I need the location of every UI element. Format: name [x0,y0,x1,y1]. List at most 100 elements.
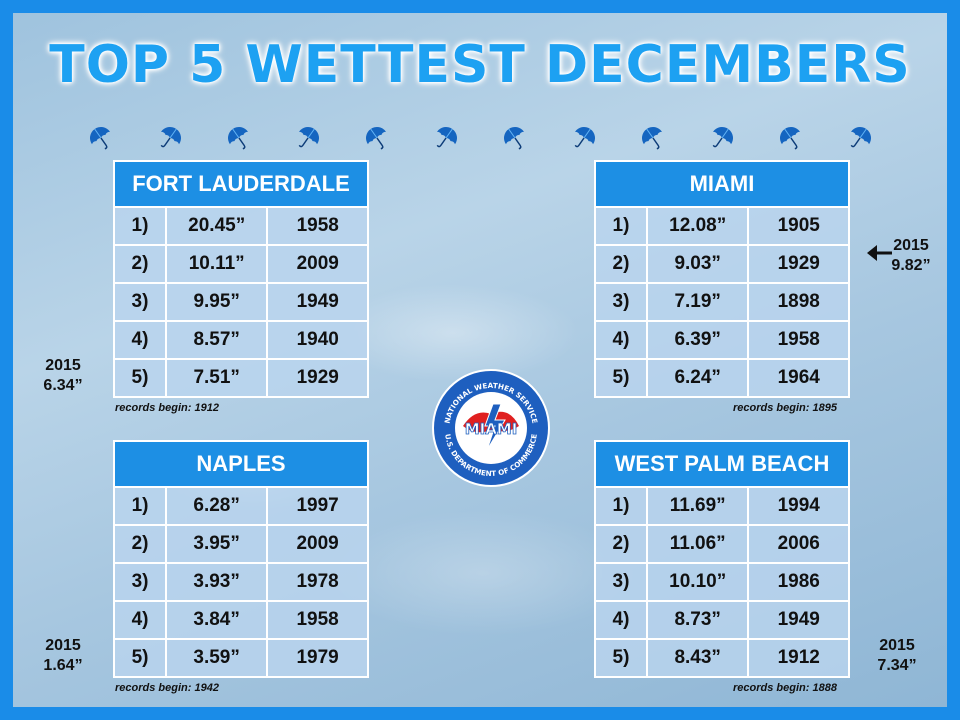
rainfall-cell: 10.11” [164,244,269,284]
year-cell: 1905 [747,206,850,246]
year-cell: 1994 [747,486,850,526]
table-west-palm-beach: WEST PALM BEACH 1) 11.69” 1994 2) 11.06”… [594,440,850,678]
rainfall-cell: 3.84” [165,600,269,640]
year-cell: 1964 [747,358,850,398]
nws-miami-logo: MIAMI NATIONAL WEATHER SERVICE U.S. DEPA… [432,369,550,487]
year-2015-callout: 2015 1.64” [33,636,93,676]
table-row: 5) 3.59” 1979 [112,638,369,678]
umbrella-icon [780,127,801,150]
table-row: 2) 3.95” 2009 [112,524,369,564]
rainfall-cell: 11.69” [645,486,750,526]
year-cell: 2006 [747,524,850,564]
year-cell: 1958 [266,206,369,246]
table-row: 5) 6.24” 1964 [594,358,850,398]
rainfall-cell: 3.59” [165,638,269,678]
page-title: TOP 5 WETTEST DECEMBERS [49,35,911,95]
rainfall-cell: 9.03” [645,244,750,284]
year-2015-label: 2015 [45,637,81,654]
rank-cell: 4) [594,600,648,640]
year-2015-callout: 2015 6.34” [33,356,93,396]
year-cell: 1949 [747,600,850,640]
rank-cell: 5) [113,358,167,398]
table-row: 3) 3.93” 1978 [112,562,369,602]
umbrella-icon [366,127,387,150]
table-row: 4) 8.73” 1949 [594,600,850,640]
year-2015-callout: 2015 9.82” [881,236,941,276]
year-2015-label: 2015 [45,357,81,374]
table-row: 2) 10.11” 2009 [113,244,369,284]
records-note: records begin: 1895 [733,402,837,414]
rank-cell: 3) [113,282,167,322]
table-row: 1) 12.08” 1905 [594,206,850,246]
umbrella-row [88,125,888,159]
rainfall-cell: 8.73” [645,600,750,640]
logo-center-text: MIAMI [465,420,518,438]
rainfall-cell: 3.93” [165,562,269,602]
rank-cell: 1) [594,206,648,246]
year-cell: 1997 [266,486,369,526]
table-row: 5) 7.51” 1929 [113,358,369,398]
table-row: 4) 3.84” 1958 [112,600,369,640]
umbrella-icon [298,127,319,148]
rank-cell: 4) [112,600,168,640]
year-cell: 1929 [266,358,369,398]
umbrella-icon [504,127,525,150]
year-2015-label: 2015 [893,237,929,254]
year-cell: 1958 [266,600,369,640]
rank-cell: 2) [594,524,648,564]
rainfall-cell: 20.45” [164,206,269,246]
rank-cell: 1) [112,486,168,526]
rank-cell: 2) [112,524,168,564]
rainfall-cell: 6.39” [645,320,750,360]
rainfall-cell: 3.95” [165,524,269,564]
rank-cell: 3) [594,562,648,602]
rainfall-cell: 12.08” [645,206,750,246]
rank-cell: 1) [594,486,648,526]
table-row: 3) 7.19” 1898 [594,282,850,322]
rainfall-cell: 6.28” [165,486,269,526]
table-row: 1) 20.45” 1958 [113,206,369,246]
table-row: 3) 9.95” 1949 [113,282,369,322]
year-cell: 2009 [266,244,369,284]
table-row: 5) 8.43” 1912 [594,638,850,678]
table-title: FORT LAUDERDALE [113,160,369,208]
umbrella-icon [712,127,733,148]
rainfall-cell: 8.57” [164,320,269,360]
year-cell: 1949 [266,282,369,322]
arrow-left-icon [867,245,892,261]
rank-cell: 5) [594,638,648,678]
table-row: 4) 6.39” 1958 [594,320,850,360]
year-cell: 1958 [747,320,850,360]
table-row: 1) 6.28” 1997 [112,486,369,526]
umbrella-icon [850,127,871,148]
year-cell: 1898 [747,282,850,322]
table-row: 1) 11.69” 1994 [594,486,850,526]
umbrella-icon [574,127,595,148]
year-cell: 1940 [266,320,369,360]
rainfall-cell: 7.51” [164,358,269,398]
table-row: 2) 11.06” 2006 [594,524,850,564]
rank-cell: 4) [594,320,648,360]
table-miami: MIAMI 1) 12.08” 1905 2) 9.03” 1929 3) 7.… [594,160,850,398]
table-naples: NAPLES 1) 6.28” 1997 2) 3.95” 2009 3) 3.… [112,440,369,678]
table-title: MIAMI [594,160,850,208]
rank-cell: 5) [112,638,168,678]
year-2015-label: 2015 [879,637,915,654]
year-2015-value: 6.34” [43,377,83,394]
year-cell: 1978 [266,562,369,602]
umbrella-icon [228,127,249,150]
year-cell: 1979 [266,638,369,678]
rainfall-cell: 9.95” [164,282,269,322]
rank-cell: 2) [113,244,167,284]
year-2015-value: 7.34” [877,657,917,674]
year-cell: 1929 [747,244,850,284]
table-row: 2) 9.03” 1929 [594,244,850,284]
records-note: records begin: 1912 [115,402,219,414]
rank-cell: 4) [113,320,167,360]
table-title: NAPLES [113,440,369,488]
rank-cell: 5) [594,358,648,398]
rank-cell: 3) [112,562,168,602]
rainfall-cell: 11.06” [645,524,750,564]
rainfall-cell: 7.19” [645,282,750,322]
